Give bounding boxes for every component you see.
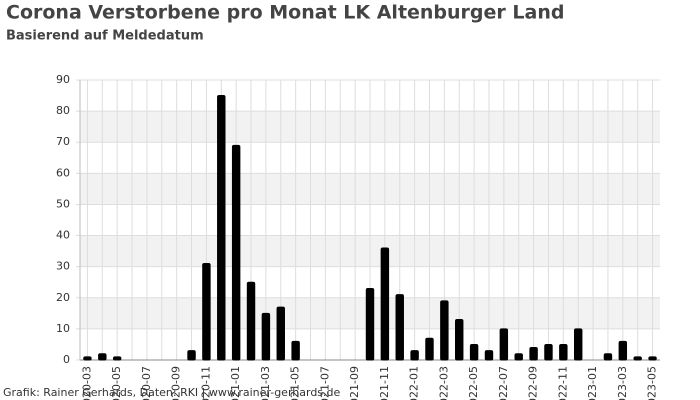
x-tick-label: 2023-01 — [586, 366, 599, 400]
bar — [499, 328, 509, 361]
bar — [484, 350, 494, 361]
x-tick-label: 2023-03 — [616, 366, 629, 400]
y-tick-label: 10 — [56, 322, 70, 335]
x-tick-label: 2022-05 — [467, 366, 480, 400]
bar — [603, 353, 613, 361]
y-tick-label: 90 — [56, 73, 70, 86]
y-tick-label: 50 — [56, 197, 70, 210]
bar — [380, 247, 390, 361]
bar — [291, 340, 300, 361]
y-tick-label: 0 — [63, 353, 70, 366]
bar — [231, 144, 241, 361]
bar — [573, 328, 583, 361]
chart-subtitle: Basierend auf Meldedatum — [6, 29, 204, 44]
x-tick-label: 2021-05 — [289, 366, 302, 400]
x-tick-label: 2020-11 — [199, 366, 212, 400]
bar — [514, 353, 523, 361]
bar — [529, 347, 538, 361]
y-tick-label: 40 — [56, 229, 70, 242]
x-tick-label: 2021-11 — [378, 366, 391, 400]
bar — [648, 356, 657, 361]
bar — [98, 353, 107, 361]
bar — [276, 306, 285, 361]
x-tick-label: 2021-09 — [348, 366, 361, 400]
chart-title: Corona Verstorbene pro Monat LK Altenbur… — [6, 2, 564, 24]
x-tick-label: 2021-03 — [259, 366, 272, 400]
x-tick-label: 2020-03 — [80, 366, 93, 400]
bar — [544, 343, 553, 361]
x-tick-label: 2022-03 — [437, 366, 450, 400]
x-tick-label: 2021-07 — [318, 366, 331, 400]
y-tick-label: 20 — [56, 291, 70, 304]
bar — [112, 356, 122, 361]
y-tick-label: 60 — [56, 166, 70, 179]
bar — [440, 300, 449, 361]
y-tick-label: 70 — [56, 135, 70, 148]
x-tick-label: 2022-01 — [408, 366, 421, 400]
x-tick-label: 2021-01 — [229, 366, 242, 400]
x-tick-label: 2020-07 — [140, 366, 153, 400]
x-tick-label: 2022-09 — [527, 366, 540, 400]
bar — [410, 350, 419, 361]
bar — [469, 343, 479, 361]
bar — [261, 312, 271, 361]
bar — [633, 356, 642, 361]
footer: Grafik: Rainer Gerhards, Daten: RKI | ww… — [3, 386, 341, 399]
x-tick-label: 2022-07 — [497, 366, 510, 400]
y-tick-label: 30 — [56, 260, 70, 273]
bar — [425, 337, 434, 361]
bar — [187, 350, 196, 361]
bar — [618, 340, 628, 361]
bar — [83, 356, 92, 361]
bar — [246, 281, 256, 361]
x-tick-label: 2022-11 — [556, 366, 569, 400]
y-tick-label: 80 — [56, 104, 70, 117]
bar — [559, 343, 568, 361]
bar — [395, 294, 404, 361]
x-tick-label: 2020-05 — [110, 366, 123, 400]
bar — [202, 263, 211, 361]
bar — [455, 319, 464, 361]
bar — [365, 287, 375, 361]
x-tick-label: 2020-09 — [170, 366, 183, 400]
bar — [217, 95, 226, 361]
x-tick-label: 2023-05 — [646, 366, 659, 400]
